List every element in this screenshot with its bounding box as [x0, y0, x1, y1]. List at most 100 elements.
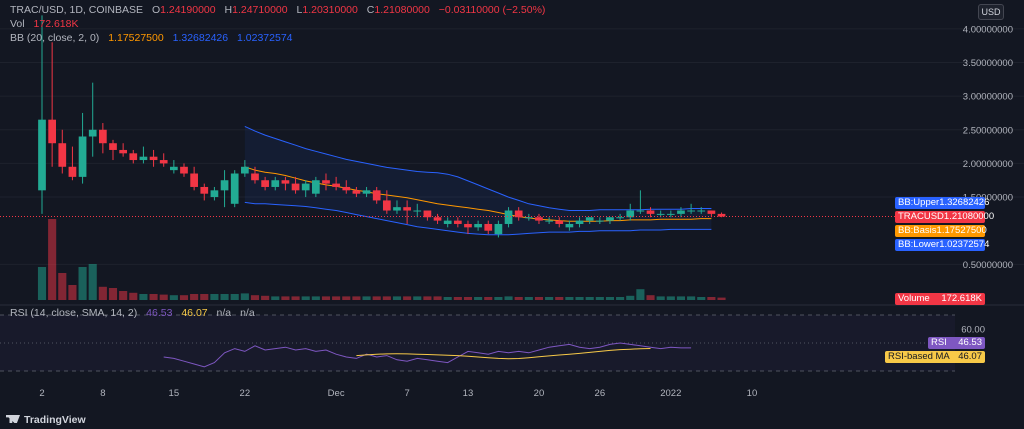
- time-tick-label: 8: [100, 388, 105, 399]
- candlesticks: [38, 15, 726, 238]
- candle-body: [129, 153, 138, 161]
- volume-bar: [281, 296, 290, 300]
- volume-bar: [453, 297, 462, 300]
- candle-body: [717, 213, 726, 217]
- candle-body: [291, 183, 300, 191]
- volume-bar: [555, 297, 564, 300]
- rsi-badge: RSI 46.53: [928, 337, 985, 349]
- open-value: 1.24190000: [160, 4, 216, 16]
- candle-body: [169, 166, 178, 171]
- bb-lower-badge: BB:Lower 1.02372574: [895, 239, 989, 251]
- volume-bar: [301, 296, 310, 300]
- candle-body: [585, 217, 594, 221]
- candle-body: [443, 220, 452, 224]
- candle-body: [677, 210, 685, 214]
- volume-bar: [697, 297, 706, 300]
- rsi-label[interactable]: RSI (14, close, SMA, 14, 2): [10, 307, 138, 319]
- volume-bar: [220, 294, 229, 300]
- candle-body: [494, 223, 503, 235]
- candle-body: [149, 156, 158, 161]
- candle-body: [159, 160, 168, 164]
- candle-body: [58, 143, 67, 167]
- candle-body: [484, 223, 493, 231]
- time-axis[interactable]: 2 8 15 22 Dec 7 13 20 26 2022 10: [39, 388, 757, 399]
- candle-body: [322, 180, 330, 184]
- volume-bar: [159, 294, 168, 300]
- volume-bar: [403, 296, 412, 300]
- candle-body: [474, 223, 482, 228]
- volume-bar: [149, 294, 158, 300]
- time-tick-label: 2: [39, 388, 44, 399]
- volume-bar: [311, 296, 320, 300]
- candle-body: [707, 210, 716, 214]
- volume-bar: [321, 296, 331, 300]
- volume-bar: [37, 267, 47, 300]
- price-tick-label: 3.00000000: [963, 92, 1013, 103]
- candle-body: [697, 210, 706, 212]
- rsi-line: [163, 342, 692, 368]
- rsi-pane: [0, 314, 955, 372]
- volume-label[interactable]: Vol: [10, 18, 25, 30]
- volume-bar: [545, 297, 554, 300]
- rsi-ma-legend-value: 46.07: [181, 307, 208, 319]
- candle-body: [595, 220, 604, 222]
- time-tick-label: 15: [169, 388, 180, 399]
- close-value: 1.21080000: [374, 4, 430, 16]
- rsi-ma-badge: RSI-based MA 46.07: [885, 351, 985, 363]
- bb-lower-value: 1.02372574: [237, 32, 293, 44]
- candle-body: [230, 173, 239, 204]
- currency-button[interactable]: USD: [978, 4, 1004, 20]
- bb-basis-value: 1.17527500: [108, 32, 164, 44]
- volume-bar: [524, 297, 533, 300]
- volume-bar: [190, 294, 199, 300]
- time-tick-label: 20: [534, 388, 545, 399]
- candle-body: [413, 210, 422, 212]
- volume-bar: [58, 273, 67, 300]
- candle-body: [514, 210, 523, 218]
- volume-bar: [656, 296, 665, 300]
- candle-body: [240, 166, 249, 174]
- candle-body: [403, 207, 411, 211]
- volume-bar: [443, 297, 452, 300]
- bb-legend: BB (20, close, 2, 0) 1.17527500 1.326824…: [10, 32, 293, 44]
- volume-bar: [372, 296, 381, 300]
- volume-legend: Vol 172.618K: [10, 18, 79, 30]
- volume-bar: [362, 296, 371, 300]
- candle-body: [616, 217, 624, 219]
- volume-bar: [108, 288, 118, 300]
- candle-body: [464, 223, 472, 228]
- price-tick-label: 4.00000000: [963, 24, 1013, 35]
- candle-body: [200, 186, 209, 194]
- volume-bar: [585, 297, 594, 300]
- candle-body: [220, 180, 229, 191]
- volume-bar: [636, 289, 645, 300]
- candle-body: [119, 149, 127, 154]
- bb-label[interactable]: BB (20, close, 2, 0): [10, 32, 100, 44]
- rsi-band: [0, 315, 955, 371]
- candle-body: [575, 220, 584, 224]
- volume-bar: [463, 297, 473, 300]
- candle-body: [261, 180, 269, 187]
- candle-body: [301, 183, 310, 191]
- volume-bar: [646, 295, 655, 300]
- volume-bar: [687, 296, 696, 300]
- volume-bar: [565, 297, 574, 300]
- tradingview-icon: [6, 415, 20, 423]
- volume-bar: [230, 294, 239, 300]
- symbol-label[interactable]: TRAC/USD, 1D, COINBASE: [10, 4, 144, 16]
- volume-bar: [332, 296, 341, 300]
- volume-bar: [534, 297, 544, 300]
- candle-body: [210, 190, 219, 198]
- volume-bar: [575, 297, 584, 300]
- bb-fill: [244, 126, 712, 235]
- candle-body: [433, 217, 442, 221]
- candle-body: [352, 190, 361, 194]
- price-axis[interactable]: 4.00000000 3.50000000 3.00000000 2.50000000…: [961, 24, 1013, 335]
- volume-bar: [240, 293, 249, 300]
- last-price-badge: TRACUSD 1.21080000: [895, 211, 994, 223]
- tradingview-logo[interactable]: TradingView: [6, 414, 86, 426]
- volume-bar: [494, 297, 503, 300]
- candle-body: [666, 213, 675, 215]
- candle-body: [281, 180, 290, 184]
